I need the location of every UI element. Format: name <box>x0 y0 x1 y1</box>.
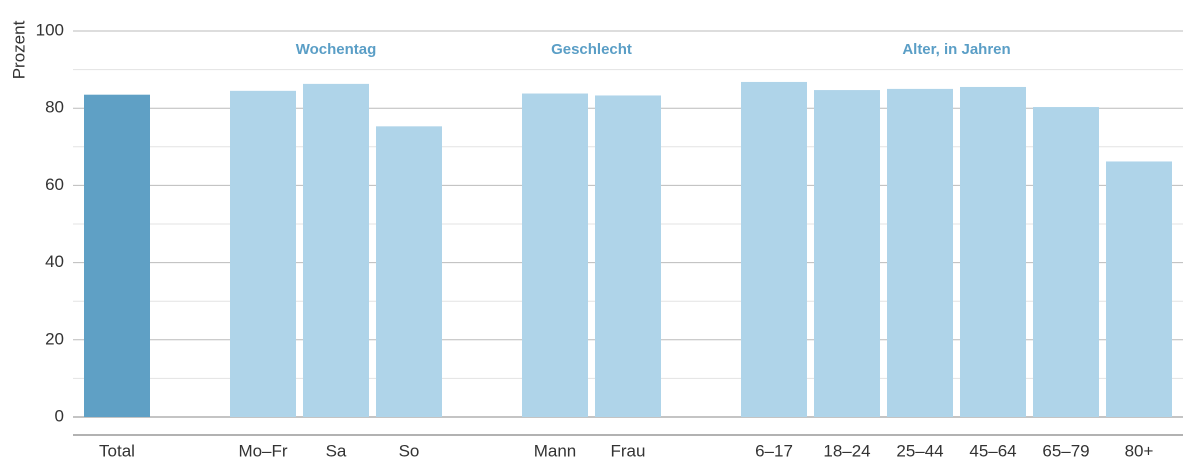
x-tick-label: Frau <box>611 441 646 460</box>
x-tick-label: Sa <box>326 441 347 460</box>
bar <box>1106 161 1172 417</box>
y-tick-label: 40 <box>45 252 64 271</box>
bar <box>84 94 150 417</box>
bar <box>960 86 1026 417</box>
y-tick-label: 0 <box>55 406 64 425</box>
bar <box>230 90 296 417</box>
bar <box>887 88 953 418</box>
x-tick-label: 80+ <box>1125 441 1154 460</box>
y-tick-label: 20 <box>45 329 64 348</box>
x-tick-label: Mann <box>534 441 577 460</box>
x-tick-label: 18–24 <box>823 441 870 460</box>
x-tick-label: 65–79 <box>1042 441 1089 460</box>
bar <box>741 81 807 418</box>
bar <box>376 126 442 417</box>
y-axis-label: Prozent <box>9 20 28 79</box>
bar <box>1033 107 1099 418</box>
bar <box>303 83 369 417</box>
x-tick-label: So <box>399 441 420 460</box>
y-tick-label: 100 <box>36 20 64 39</box>
y-tick-label: 60 <box>45 175 64 194</box>
bar <box>814 90 880 418</box>
group-label: Alter, in Jahren <box>902 41 1010 58</box>
y-tick-label: 80 <box>45 98 64 117</box>
bar <box>522 93 588 418</box>
x-tick-label: 45–64 <box>969 441 1016 460</box>
bar <box>595 95 661 417</box>
group-label: Wochentag <box>296 41 377 58</box>
x-tick-label: Total <box>99 441 135 460</box>
group-label: Geschlecht <box>551 41 632 58</box>
x-tick-label: Mo–Fr <box>238 441 287 460</box>
x-tick-label: 6–17 <box>755 441 793 460</box>
x-tick-label: 25–44 <box>896 441 943 460</box>
